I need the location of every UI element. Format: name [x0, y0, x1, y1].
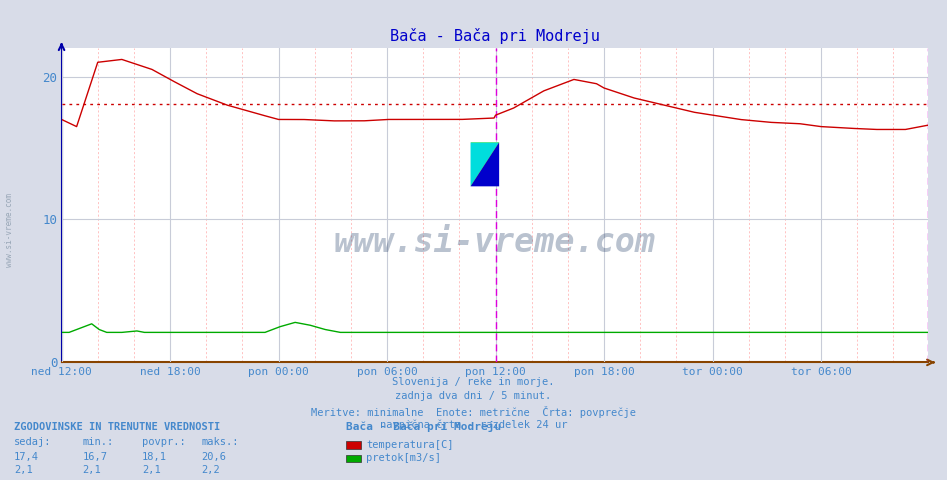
- Text: maks.:: maks.:: [202, 437, 240, 447]
- Text: 2,2: 2,2: [202, 465, 221, 475]
- Text: 2,1: 2,1: [82, 465, 101, 475]
- Bar: [471, 142, 499, 186]
- Text: Slovenija / reke in morje.: Slovenija / reke in morje.: [392, 377, 555, 387]
- Text: www.si-vreme.com: www.si-vreme.com: [333, 227, 656, 259]
- Text: www.si-vreme.com: www.si-vreme.com: [5, 193, 14, 267]
- Polygon shape: [471, 142, 499, 186]
- Text: 16,7: 16,7: [82, 452, 107, 462]
- Text: 20,6: 20,6: [202, 452, 226, 462]
- Text: sedaj:: sedaj:: [14, 437, 52, 447]
- Text: povpr.:: povpr.:: [142, 437, 186, 447]
- Text: zadnja dva dni / 5 minut.: zadnja dva dni / 5 minut.: [396, 391, 551, 401]
- Polygon shape: [471, 142, 499, 186]
- Text: pretok[m3/s]: pretok[m3/s]: [366, 454, 441, 463]
- Text: 17,4: 17,4: [14, 452, 39, 462]
- Text: Bača - Bača pri Modreju: Bača - Bača pri Modreju: [346, 420, 501, 432]
- Text: navpična črta - razdelek 24 ur: navpična črta - razdelek 24 ur: [380, 420, 567, 431]
- Text: min.:: min.:: [82, 437, 114, 447]
- Text: 18,1: 18,1: [142, 452, 167, 462]
- Text: Meritve: minimalne  Enote: metrične  Črta: povprečje: Meritve: minimalne Enote: metrične Črta:…: [311, 406, 636, 418]
- Text: 2,1: 2,1: [142, 465, 161, 475]
- Title: Bača - Bača pri Modreju: Bača - Bača pri Modreju: [390, 28, 599, 44]
- Text: temperatura[C]: temperatura[C]: [366, 440, 454, 450]
- Text: ZGODOVINSKE IN TRENUTNE VREDNOSTI: ZGODOVINSKE IN TRENUTNE VREDNOSTI: [14, 421, 221, 432]
- Text: 2,1: 2,1: [14, 465, 33, 475]
